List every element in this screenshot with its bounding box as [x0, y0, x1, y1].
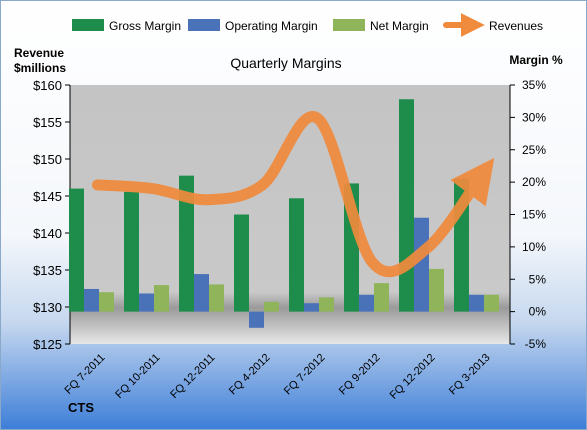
right-tick-label: -5%	[525, 337, 547, 351]
bar-net-margin	[264, 301, 279, 312]
legend-swatch-operating-margin	[188, 19, 220, 31]
bar-operating-margin	[194, 274, 209, 312]
bar-net-margin	[429, 268, 444, 312]
right-tick-label: 5%	[529, 272, 547, 286]
right-axis-title: Margin %	[509, 53, 563, 67]
chart-title: Quarterly Margins	[230, 55, 341, 71]
left-axis-title-line1: Revenue	[14, 46, 64, 60]
left-tick-label: $140	[33, 226, 62, 241]
bar-gross-margin	[179, 175, 194, 312]
bar-gross-margin	[69, 188, 84, 312]
bar-net-margin	[319, 297, 334, 312]
bar-operating-margin	[304, 303, 319, 312]
bar-operating-margin	[469, 294, 484, 312]
bar-operating-margin	[249, 311, 264, 328]
legend-label-net-margin: Net Margin	[370, 19, 429, 33]
bar-gross-margin	[124, 191, 139, 312]
legend-label-gross-margin: Gross Margin	[109, 19, 181, 33]
bar-operating-margin	[414, 217, 429, 312]
right-tick-label: 0%	[529, 305, 547, 319]
bar-net-margin	[99, 292, 114, 312]
legend-swatch-net-margin	[333, 19, 365, 31]
right-tick-label: 15%	[522, 208, 546, 222]
left-tick-label: $130	[33, 300, 62, 315]
left-tick-label: $160	[33, 78, 62, 93]
bar-net-margin	[209, 284, 224, 312]
left-tick-label: $150	[33, 152, 62, 167]
bar-gross-margin	[399, 99, 414, 312]
bar-marks	[69, 99, 499, 328]
right-tick-label: 20%	[522, 175, 546, 189]
left-tick-label: $135	[33, 263, 62, 278]
left-axis-ticks: $125 $130 $135 $140 $145 $150 $155 $160	[33, 78, 70, 352]
bar-net-margin	[154, 285, 169, 312]
left-tick-label: $155	[33, 115, 62, 130]
bar-operating-margin	[359, 294, 374, 312]
right-tick-label: 35%	[522, 78, 546, 92]
left-tick-label: $125	[33, 337, 62, 352]
right-tick-label: 30%	[522, 110, 546, 124]
bar-operating-margin	[139, 293, 154, 312]
revenue-line-group	[92, 111, 495, 278]
bar-net-margin	[484, 294, 499, 312]
right-axis-ticks: -5% 0% 5% 10% 15% 20% 25% 30% 35%	[510, 78, 546, 351]
right-tick-label: 10%	[522, 240, 546, 254]
footer-label: CTS	[68, 400, 94, 415]
bar-gross-margin	[234, 214, 249, 312]
left-axis-title-line2: $millions	[14, 61, 66, 75]
bar-gross-margin	[289, 198, 304, 312]
bar-operating-margin	[84, 288, 99, 312]
legend-label-operating-margin: Operating Margin	[225, 19, 318, 33]
legend-label-revenues: Revenues	[489, 19, 543, 33]
right-tick-label: 25%	[522, 143, 546, 157]
bar-net-margin	[374, 283, 389, 312]
revenue-line	[92, 111, 495, 278]
legend-swatch-gross-margin	[72, 19, 104, 31]
left-tick-label: $145	[33, 189, 62, 204]
legend: Gross Margin Operating Margin Net Margin…	[72, 13, 543, 37]
